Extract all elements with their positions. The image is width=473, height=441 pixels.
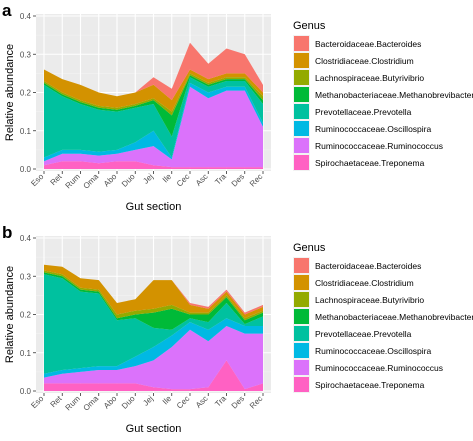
y-tick-label: 0.0 bbox=[20, 165, 32, 174]
legend-key bbox=[294, 258, 309, 273]
legend-key bbox=[294, 53, 309, 68]
x-axis-title: Gut section bbox=[126, 423, 182, 435]
x-tick-label: Duo bbox=[120, 172, 137, 189]
legend-key bbox=[294, 87, 309, 102]
y-axis-title: Relative abundance bbox=[4, 266, 16, 363]
x-tick-label: Abo bbox=[102, 172, 119, 189]
x-tick-label: Oma bbox=[82, 394, 101, 413]
area-series bbox=[44, 360, 263, 391]
x-tick-label: Rec bbox=[248, 172, 264, 188]
y-tick-label: 0.1 bbox=[20, 349, 32, 358]
y-tick-label: 0.0 bbox=[20, 387, 32, 396]
legend-label: Bacteroidaceae.Bacteroides bbox=[315, 39, 421, 49]
legend-key bbox=[294, 360, 309, 375]
x-tick-label: Cec bbox=[175, 172, 191, 188]
legend-label: Prevotellaceae.Prevotella bbox=[315, 107, 412, 117]
y-tick-label: 0.3 bbox=[20, 272, 32, 281]
x-tick-label: Des bbox=[230, 172, 246, 188]
y-tick-label: 0.4 bbox=[20, 234, 32, 243]
area-series bbox=[44, 42, 263, 101]
legend-key bbox=[294, 70, 309, 85]
legend-label: Prevotellaceae.Prevotella bbox=[315, 329, 412, 339]
legend-label: Lachnospiraceae.Butyrivibrio bbox=[315, 295, 424, 305]
legend-key bbox=[294, 343, 309, 358]
x-tick-label: Abo bbox=[102, 394, 119, 411]
x-axis-title: Gut section bbox=[126, 201, 182, 213]
legend-key bbox=[294, 104, 309, 119]
area-series bbox=[44, 274, 263, 374]
x-tick-label: Rec bbox=[248, 394, 264, 410]
legend-key bbox=[294, 309, 309, 324]
x-tick-label: Rum bbox=[64, 394, 83, 413]
x-tick-label: Cec bbox=[175, 394, 191, 410]
legend-label: Lachnospiraceae.Butyrivibrio bbox=[315, 73, 424, 83]
x-tick-label: Eso bbox=[29, 172, 46, 189]
x-tick-label: Rum bbox=[64, 172, 83, 191]
legend-label: Ruminococcaceae.Ruminococcus bbox=[315, 141, 443, 151]
legend-key bbox=[294, 377, 309, 392]
y-axis-title: Relative abundance bbox=[4, 44, 16, 141]
area-series bbox=[44, 69, 263, 112]
legend-label: Ruminococcaceae.Oscillospira bbox=[315, 124, 431, 134]
y-tick-label: 0.2 bbox=[20, 89, 32, 98]
legend-label: Methanobacteriaceae.Methanobrevibacter bbox=[315, 90, 473, 100]
area-series bbox=[44, 82, 263, 162]
x-tick-label: Duo bbox=[120, 394, 137, 411]
area-series bbox=[44, 73, 263, 116]
legend-key bbox=[294, 36, 309, 51]
legend-title: Genus bbox=[293, 20, 326, 32]
legend-label: Spirochaetaceae.Treponema bbox=[315, 380, 425, 390]
legend-label: Clostridiaceae.Clostridium bbox=[315, 56, 414, 66]
y-tick-label: 0.2 bbox=[20, 311, 32, 320]
legend-label: Ruminococcaceae.Ruminococcus bbox=[315, 363, 443, 373]
x-tick-label: Tra bbox=[213, 172, 228, 187]
legend-label: Ruminococcaceae.Oscillospira bbox=[315, 346, 431, 356]
panel-letter: b bbox=[2, 223, 12, 242]
area-series bbox=[44, 86, 263, 168]
area-series bbox=[44, 264, 263, 315]
legend-key bbox=[294, 138, 309, 153]
legend-label: Bacteroidaceae.Bacteroides bbox=[315, 261, 421, 271]
legend-key bbox=[294, 326, 309, 341]
x-tick-label: Jej bbox=[141, 394, 155, 408]
x-tick-label: Tra bbox=[213, 394, 228, 409]
x-tick-label: Des bbox=[230, 394, 246, 410]
legend-key bbox=[294, 275, 309, 290]
legend-label: Clostridiaceae.Clostridium bbox=[315, 278, 414, 288]
legend: Genus Bacteroidaceae.Bacteroides Clostridi… bbox=[293, 242, 473, 393]
legend-key bbox=[294, 155, 309, 170]
area-series bbox=[44, 272, 263, 330]
area-series bbox=[44, 77, 263, 158]
x-tick-label: Oma bbox=[82, 172, 101, 191]
x-tick-label: Asc bbox=[194, 394, 210, 410]
panel-letter: a bbox=[2, 1, 12, 20]
area-series bbox=[44, 75, 263, 137]
area-series bbox=[44, 270, 263, 321]
y-tick-label: 0.4 bbox=[20, 12, 32, 21]
legend-label: Spirochaetaceae.Treponema bbox=[315, 158, 425, 168]
x-tick-label: Asc bbox=[194, 172, 210, 188]
legend-label: Methanobacteriaceae.Methanobrevibacter bbox=[315, 312, 473, 322]
area-series bbox=[44, 264, 263, 319]
legend-title: Genus bbox=[293, 242, 326, 254]
y-tick-label: 0.3 bbox=[20, 50, 32, 59]
x-tick-label: Jej bbox=[141, 172, 155, 186]
legend-key bbox=[294, 292, 309, 307]
area-series bbox=[44, 161, 263, 169]
y-tick-label: 0.1 bbox=[20, 127, 32, 136]
x-tick-label: Eso bbox=[29, 394, 46, 411]
legend-key bbox=[294, 121, 309, 136]
legend: Genus Bacteroidaceae.Bacteroides Clostridi… bbox=[293, 20, 473, 171]
area-series bbox=[44, 326, 263, 390]
area-series bbox=[44, 318, 263, 378]
